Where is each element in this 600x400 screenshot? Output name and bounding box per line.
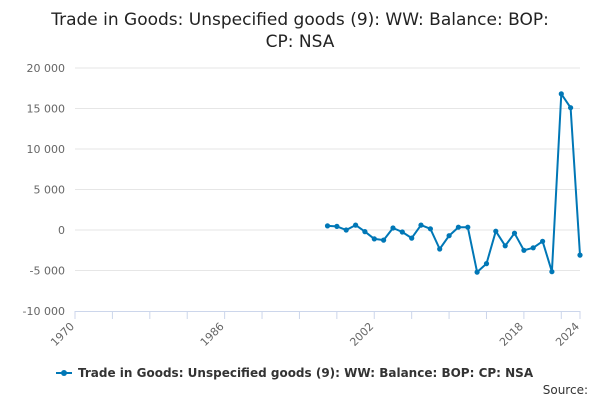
series-line-0 (326, 92, 581, 274)
data-point-2009 (437, 246, 443, 252)
data-point-1999 (343, 227, 349, 233)
data-point-2012 (465, 224, 471, 230)
data-point-2007 (418, 222, 424, 228)
data-point-2021 (549, 269, 555, 275)
data-point-2010 (446, 233, 452, 239)
legend[interactable]: Trade in Goods: Unspecified goods (9): W… (56, 366, 534, 380)
legend-series-label[interactable]: Trade in Goods: Unspecified goods (9): W… (78, 366, 534, 380)
y-tick-label-3: 5 000 (34, 184, 66, 197)
series-layer (324, 91, 583, 275)
data-point-1998 (334, 223, 340, 229)
data-point-1997 (324, 223, 331, 229)
y-axis-tick-labels: 20 000 15 000 10 000 5 000 0 -5 000 -10 000 (23, 62, 65, 318)
y-tick-label-2: 10 000 (27, 143, 66, 156)
x-tick-label-2: 2002 (347, 320, 376, 349)
legend-dot-marker (61, 370, 67, 376)
data-point-2016 (502, 243, 508, 249)
gridlines (75, 67, 580, 271)
y-tick-label-0: 20 000 (27, 62, 66, 75)
data-point-2000 (353, 222, 359, 228)
data-point-2020 (540, 238, 546, 244)
chart-title-line-2: CP: NSA (266, 32, 335, 52)
data-point-2008 (427, 226, 433, 232)
data-point-2023 (568, 105, 574, 111)
data-point-2011 (455, 224, 461, 230)
data-point-2019 (530, 245, 536, 251)
data-point-2014 (483, 261, 490, 267)
source-label: Source: (543, 383, 588, 397)
y-tick-label-5: -5 000 (30, 265, 65, 278)
data-point-2006 (409, 235, 415, 241)
y-tick-label-4: 0 (58, 224, 65, 237)
x-tick-label-1: 1986 (198, 320, 227, 349)
data-point-2024 (577, 252, 583, 258)
data-point-2003 (381, 237, 387, 243)
data-point-2013 (474, 269, 480, 275)
data-point-2015 (493, 228, 499, 234)
y-tick-label-1: 15 000 (27, 103, 66, 116)
x-axis-ticks: 1970 1986 2002 2018 2024 (48, 311, 582, 349)
data-point-2017 (511, 230, 518, 236)
x-tick-label-0: 1970 (48, 320, 77, 349)
data-point-2005 (399, 229, 405, 235)
x-tick-label-3: 2018 (497, 320, 526, 349)
data-point-2022 (558, 91, 564, 97)
y-tick-label-6: -10 000 (23, 305, 65, 318)
data-point-2001 (362, 229, 368, 235)
x-tick-label-4: 2024 (553, 320, 582, 349)
chart-title-line-1: Trade in Goods: Unspecified goods (9): W… (50, 10, 549, 30)
data-point-2018 (521, 247, 527, 253)
data-point-2004 (390, 225, 396, 231)
data-point-2002 (371, 236, 377, 242)
